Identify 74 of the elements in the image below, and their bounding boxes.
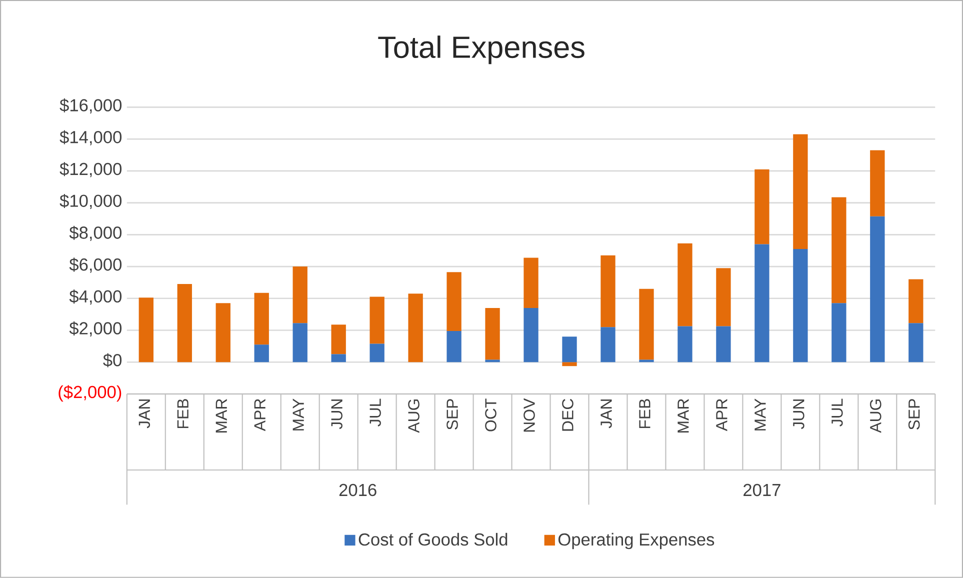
bar xyxy=(292,266,308,324)
x-tick-label: DEC xyxy=(562,398,574,431)
bar xyxy=(292,323,308,362)
bar xyxy=(408,294,423,362)
y-tick-label: ($2,000) xyxy=(58,385,122,402)
bar xyxy=(716,268,731,326)
bar xyxy=(754,244,770,362)
bar xyxy=(716,326,731,362)
bar xyxy=(524,308,538,362)
bar xyxy=(331,354,346,362)
y-tick-label: $8,000 xyxy=(69,226,122,241)
x-tick-label: APR xyxy=(254,399,266,432)
x-tick-label: FEB xyxy=(639,399,650,428)
x-tick-label: SEP xyxy=(908,399,920,430)
x-tick-label: APR xyxy=(716,399,728,432)
x-tick-label: AUG xyxy=(408,399,420,433)
bar xyxy=(832,197,846,304)
bar xyxy=(370,344,384,362)
y-tick-label: $0 xyxy=(103,353,122,368)
bar xyxy=(908,323,924,362)
bar xyxy=(600,327,616,362)
x-tick-label: JUN xyxy=(331,400,342,430)
bar xyxy=(485,308,500,360)
bar xyxy=(562,362,577,366)
x-tick-label: JAN xyxy=(600,400,612,428)
bar xyxy=(254,292,269,345)
legend-label: Operating Expenses xyxy=(558,532,714,550)
bar xyxy=(446,331,462,362)
bar xyxy=(524,258,538,308)
y-tick-label: $2,000 xyxy=(69,321,122,337)
x-tick-label: JUL xyxy=(370,398,381,426)
bar xyxy=(216,303,230,362)
bar xyxy=(331,324,346,354)
bar xyxy=(754,169,770,244)
x-tick-label: JUL xyxy=(832,398,843,426)
chart-title: Total Expenses xyxy=(378,36,584,64)
x-tick-label: AUG xyxy=(870,399,882,433)
y-tick-label: $10,000 xyxy=(60,194,122,210)
bar xyxy=(639,360,654,362)
x-tick-label: FEB xyxy=(177,399,188,428)
bar xyxy=(138,298,154,362)
x-tick-label: MAR xyxy=(678,399,689,433)
x-tick-label: SEP xyxy=(446,399,458,430)
bar xyxy=(600,255,616,328)
bar xyxy=(370,296,384,344)
y-tick-label: $6,000 xyxy=(69,258,122,273)
y-tick-label: $16,000 xyxy=(60,98,122,114)
bar xyxy=(793,134,808,250)
bar xyxy=(562,336,577,362)
x-tick-label: JAN xyxy=(138,400,150,428)
x-tick-label: OCT xyxy=(485,398,496,432)
bar xyxy=(793,249,808,362)
bar xyxy=(678,326,692,362)
bar xyxy=(678,243,692,326)
x-tick-label: MAR xyxy=(216,399,227,433)
y-tick-label: $14,000 xyxy=(60,130,122,146)
bar xyxy=(177,284,192,362)
bar xyxy=(870,216,885,362)
x-tick-label: JUN xyxy=(793,400,804,430)
bar xyxy=(832,303,846,362)
x-tick-label: MAY xyxy=(292,398,304,430)
bar xyxy=(254,344,269,362)
bar xyxy=(870,150,885,216)
y-tick-label: $12,000 xyxy=(60,162,122,178)
legend-label: Cost of Goods Sold xyxy=(358,532,508,546)
bar xyxy=(908,279,924,324)
bar xyxy=(639,288,654,360)
y-tick-label: $4,000 xyxy=(69,290,122,305)
x-tick-label: MAY xyxy=(754,398,766,430)
text: 2017 xyxy=(744,484,780,496)
text: 2016 xyxy=(339,484,376,496)
x-tick-label: NOV xyxy=(524,398,535,432)
bar xyxy=(446,272,462,332)
bar xyxy=(485,360,500,362)
